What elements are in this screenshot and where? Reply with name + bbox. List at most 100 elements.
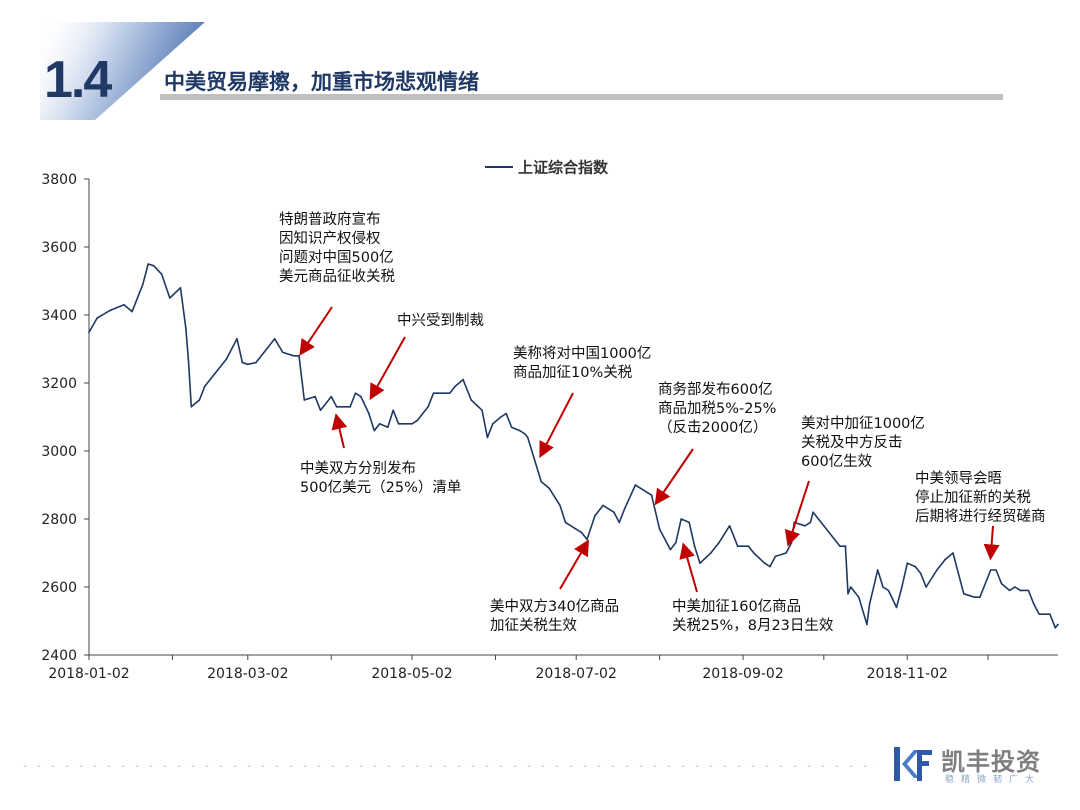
data-point	[1054, 627, 1057, 629]
data-point	[812, 511, 814, 513]
data-point	[602, 504, 604, 507]
data-point	[454, 385, 456, 388]
y-tick-label: 3200	[41, 376, 77, 392]
data-point	[411, 423, 413, 425]
data-point	[142, 283, 144, 286]
data-point	[640, 487, 642, 490]
data-point	[255, 361, 257, 364]
data-point	[906, 562, 909, 564]
data-point	[518, 429, 521, 432]
data-point	[594, 514, 596, 517]
data-point	[728, 525, 731, 527]
data-point	[236, 338, 238, 340]
data-point	[747, 545, 750, 547]
data-point	[169, 297, 171, 299]
data-point	[901, 586, 903, 588]
data-point	[179, 287, 182, 289]
y-tick-label: 3400	[41, 308, 77, 324]
data-point	[443, 392, 446, 395]
annotation-arrow	[299, 306, 333, 356]
data-point	[575, 528, 577, 530]
data-point	[963, 593, 965, 595]
data-point	[96, 317, 98, 319]
legend-label: 上证综合指数	[518, 159, 609, 177]
data-point	[510, 426, 513, 429]
data-point	[481, 409, 483, 412]
data-point	[809, 521, 812, 524]
data-point	[849, 586, 852, 588]
company-logo: 凯丰投资 稳精微韧广大	[893, 742, 1063, 788]
data-point	[319, 409, 322, 412]
data-point	[914, 565, 917, 568]
annotation-arrow	[331, 413, 348, 449]
data-point	[109, 309, 112, 312]
data-point	[618, 521, 621, 524]
x-tick-label: 2018-01-02	[48, 666, 129, 682]
data-point	[1038, 613, 1040, 615]
data-point	[152, 264, 155, 267]
data-point	[564, 521, 567, 524]
data-point	[753, 552, 755, 554]
x-tick-label: 2018-05-02	[371, 666, 452, 682]
chart-annotation: 中美领导会晤 停止加征新的关税 后期将进行经贸磋商	[915, 471, 1046, 525]
data-point	[774, 555, 777, 558]
data-point	[957, 572, 960, 575]
data-point	[368, 412, 370, 415]
data-point	[979, 596, 981, 598]
data-point	[868, 603, 871, 605]
data-point	[586, 538, 588, 541]
data-point	[88, 331, 90, 334]
annotation-arrow	[983, 525, 1000, 561]
y-tick-label: 2400	[41, 648, 77, 664]
data-point	[160, 273, 163, 276]
data-point	[650, 494, 653, 497]
data-point	[303, 399, 306, 401]
data-point	[387, 426, 389, 429]
chart-annotation: 美称将对中国1000亿 商品加征10%关税	[513, 346, 652, 381]
data-point	[247, 363, 249, 366]
data-point	[500, 416, 502, 418]
data-point	[548, 487, 551, 490]
data-point	[847, 593, 849, 595]
data-point	[613, 511, 615, 513]
x-tick-label: 2018-09-02	[702, 666, 783, 682]
data-point	[373, 429, 376, 432]
data-point	[298, 355, 300, 357]
data-point	[718, 542, 720, 544]
data-point	[919, 572, 922, 575]
corner-decoration	[40, 22, 205, 120]
data-point	[634, 484, 637, 486]
data-point	[658, 528, 661, 530]
chart-annotation: 商务部发布600亿 商品加税5%-25% （反击2000亿）	[658, 382, 777, 436]
data-point	[1000, 582, 1003, 585]
slide-title: 中美贸易摩擦，加重市场悲观情绪	[164, 70, 479, 94]
data-point	[470, 399, 473, 401]
data-point	[147, 263, 149, 265]
title-underline	[160, 94, 1003, 100]
data-point	[397, 423, 400, 425]
data-point	[462, 378, 464, 381]
data-point	[1049, 613, 1051, 615]
data-point	[844, 545, 847, 547]
data-point	[952, 552, 954, 554]
annotation-arrow	[679, 542, 698, 593]
data-point	[187, 361, 190, 364]
data-point	[292, 355, 295, 357]
y-tick-label: 2800	[41, 512, 77, 528]
data-point	[804, 525, 806, 527]
y-tick-label: 2600	[41, 580, 77, 596]
data-point	[330, 395, 333, 398]
data-point	[1014, 586, 1016, 588]
annotation-arrow	[654, 448, 694, 506]
x-tick-label: 2018-11-02	[867, 666, 948, 682]
data-point	[925, 586, 927, 588]
logo-company-name: 凯丰投资	[941, 748, 1041, 776]
y-tick-label: 3000	[41, 444, 77, 460]
logo-mark-icon	[894, 747, 932, 781]
data-point	[1027, 589, 1030, 592]
data-point	[263, 351, 265, 354]
x-tick-label: 2018-07-02	[536, 666, 617, 682]
data-point	[769, 565, 771, 568]
data-point	[198, 399, 201, 401]
data-point	[378, 423, 381, 425]
